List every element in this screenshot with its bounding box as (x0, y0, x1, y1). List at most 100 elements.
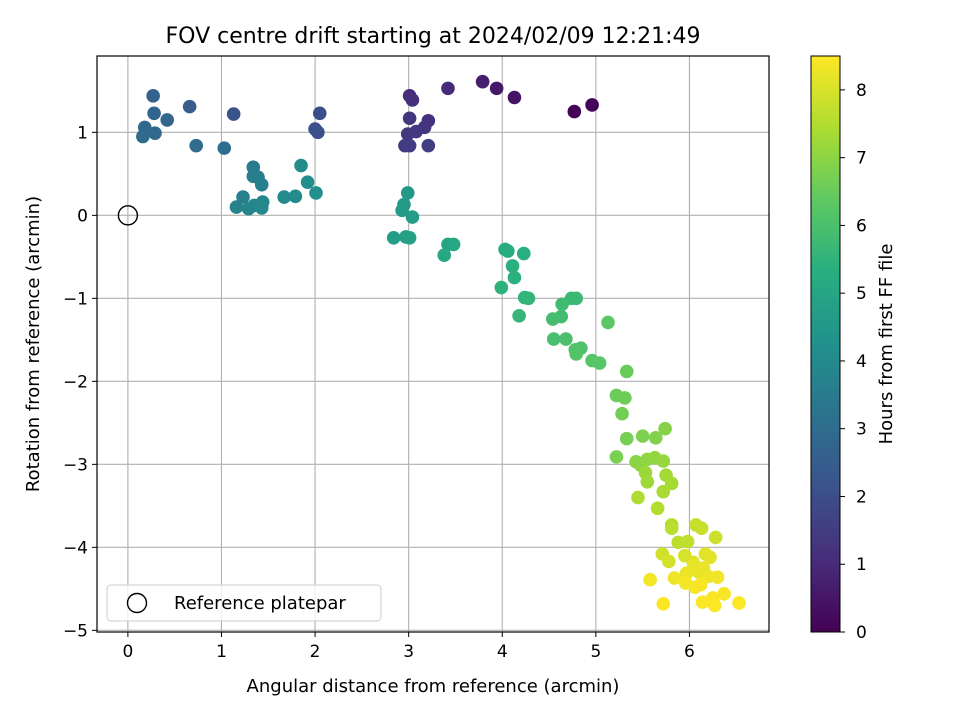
data-points (136, 74, 746, 613)
data-point (658, 421, 672, 436)
data-point (294, 158, 308, 173)
plot-frame (96, 55, 770, 633)
data-point (693, 577, 708, 592)
data-point (277, 190, 291, 204)
colorbar-tick-label: 0 (856, 623, 867, 643)
data-point (405, 93, 420, 107)
colorbar-tick-label: 6 (856, 216, 867, 236)
colorbar-tick-label: 5 (856, 284, 867, 304)
data-point (703, 550, 717, 565)
data-point (664, 521, 679, 536)
data-point (507, 90, 522, 105)
data-point (254, 201, 269, 215)
data-point (386, 230, 401, 245)
data-point (546, 332, 561, 346)
data-point (648, 430, 663, 445)
x-tick-label: 4 (497, 642, 508, 662)
data-point (667, 571, 682, 585)
data-point (656, 596, 671, 611)
data-point (501, 244, 515, 258)
y-tick-label: −2 (63, 372, 88, 392)
x-tick-label: 2 (310, 642, 321, 662)
data-point (182, 99, 197, 114)
data-point (395, 203, 409, 218)
data-point (437, 248, 452, 262)
data-point (148, 126, 162, 140)
data-point (585, 98, 599, 112)
data-point (507, 270, 522, 285)
colorbar (810, 55, 841, 633)
data-point (559, 332, 573, 346)
colorbar-tick-label: 1 (856, 555, 867, 575)
colorbar-tick-label: 2 (856, 487, 867, 507)
data-point (160, 113, 174, 127)
data-point (567, 104, 582, 119)
data-point (662, 554, 676, 569)
x-axis-ticks: 0 1 2 3 4 5 6 (122, 632, 695, 662)
data-point (619, 431, 634, 446)
data-point (246, 169, 261, 184)
legend-marker (126, 592, 148, 614)
data-point (609, 450, 624, 464)
data-point (680, 534, 695, 549)
data-point (312, 106, 327, 121)
data-point (226, 107, 241, 121)
data-point (236, 190, 250, 204)
data-point (640, 474, 655, 489)
colorbar-label: Hours from first FF file (876, 244, 897, 445)
data-point (516, 246, 531, 261)
data-point (615, 406, 629, 421)
legend-label: Reference platepar (174, 593, 346, 614)
data-point (708, 530, 723, 545)
data-point (421, 138, 436, 153)
colorbar-tick-label: 8 (856, 81, 867, 101)
y-tick-label: −5 (63, 621, 88, 641)
data-point (650, 501, 665, 516)
data-point (555, 297, 569, 311)
reference-point-marker (117, 205, 139, 226)
data-point (717, 587, 731, 601)
x-tick-label: 0 (122, 642, 133, 662)
data-point (400, 186, 415, 200)
data-point (494, 280, 509, 295)
x-tick-label: 6 (684, 642, 695, 662)
legend-box (106, 584, 382, 622)
data-point (619, 364, 634, 379)
data-point (505, 259, 520, 273)
data-point (569, 291, 583, 306)
y-tick-label: −3 (63, 455, 88, 475)
data-point (656, 454, 671, 468)
data-point (311, 125, 325, 140)
data-point (679, 566, 694, 580)
data-point (300, 175, 315, 189)
colorbar-tick-label: 3 (856, 420, 867, 440)
data-point (402, 138, 417, 153)
legend: Reference platepar (106, 584, 382, 622)
data-point (409, 124, 423, 139)
data-point (643, 572, 657, 587)
data-point (601, 315, 615, 330)
data-point (592, 356, 607, 370)
y-axis-label: Rotation from reference (arcmin) (23, 196, 44, 492)
data-point (217, 141, 232, 155)
data-point (545, 312, 560, 326)
data-point (694, 521, 709, 536)
data-point (147, 106, 161, 121)
y-tick-label: −1 (63, 289, 88, 309)
data-point (136, 129, 150, 144)
data-point (489, 81, 504, 96)
x-axis-label: Angular distance from reference (arcmin) (247, 676, 620, 697)
y-tick-label: 0 (77, 206, 88, 226)
data-point (635, 429, 650, 443)
data-point (732, 596, 746, 610)
data-point (664, 476, 679, 491)
data-point (710, 570, 725, 585)
x-tick-label: 5 (590, 642, 601, 662)
data-point (446, 237, 461, 252)
data-point (618, 391, 632, 405)
data-point (402, 230, 417, 245)
data-point (569, 347, 583, 361)
data-point (146, 89, 160, 103)
colorbar-tick-label: 7 (856, 149, 867, 169)
